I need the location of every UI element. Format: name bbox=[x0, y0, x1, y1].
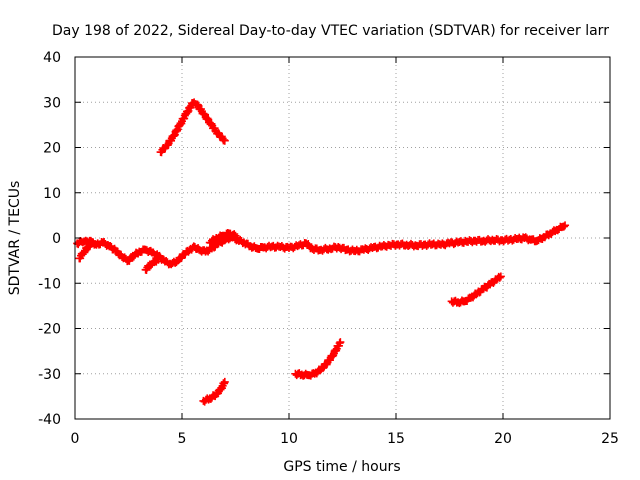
x-tick-label: 0 bbox=[71, 431, 80, 447]
y-tick-label: -40 bbox=[38, 412, 61, 428]
y-tick-label: -30 bbox=[38, 367, 61, 383]
data-point bbox=[220, 136, 229, 145]
data-point bbox=[231, 231, 240, 240]
series-low-segment-6h bbox=[199, 377, 229, 406]
data-point bbox=[336, 338, 345, 347]
series-segment-18h bbox=[447, 272, 505, 308]
series-dip-near-3h bbox=[141, 255, 163, 274]
series-branch-near-7h bbox=[205, 229, 240, 247]
data-marks bbox=[73, 98, 570, 406]
data-point bbox=[495, 273, 504, 282]
x-tick-label: 10 bbox=[280, 431, 298, 447]
y-tick-label: 40 bbox=[43, 50, 61, 66]
data-point bbox=[154, 255, 163, 264]
y-tick-label: -20 bbox=[38, 322, 61, 338]
data-point bbox=[496, 272, 505, 281]
x-tick-label: 25 bbox=[601, 431, 619, 447]
x-tick-label: 15 bbox=[387, 431, 405, 447]
data-point bbox=[80, 248, 89, 257]
y-tick-label: 0 bbox=[52, 231, 61, 247]
data-point bbox=[230, 230, 239, 239]
y-axis-label: SDTVAR / TECUs bbox=[7, 181, 23, 296]
y-tick-label: 30 bbox=[43, 95, 61, 111]
data-point bbox=[203, 114, 212, 123]
data-point bbox=[561, 221, 570, 230]
y-tick-label: -10 bbox=[38, 276, 61, 292]
x-tick-label: 5 bbox=[178, 431, 187, 447]
x-tick-label: 20 bbox=[494, 431, 512, 447]
series-low-segment-11h bbox=[291, 338, 345, 380]
data-point bbox=[193, 100, 202, 109]
data-point bbox=[220, 377, 229, 386]
series-upper-arc bbox=[156, 98, 229, 157]
data-point bbox=[318, 364, 327, 373]
series-start-dip bbox=[75, 239, 97, 263]
chart-title: Day 198 of 2022, Sidereal Day-to-day VTE… bbox=[52, 23, 609, 39]
x-axis-label: GPS time / hours bbox=[283, 459, 400, 475]
y-tick-label: 10 bbox=[43, 186, 61, 202]
axis-ticks: 0 5 10 15 20 25 -40 -30 -20 -10 0 10 20 30 40 bbox=[38, 50, 619, 447]
data-point bbox=[163, 141, 172, 150]
series-main-trace bbox=[73, 221, 570, 269]
y-tick-label: 20 bbox=[43, 141, 61, 157]
data-point bbox=[88, 239, 97, 248]
data-point bbox=[559, 222, 568, 231]
